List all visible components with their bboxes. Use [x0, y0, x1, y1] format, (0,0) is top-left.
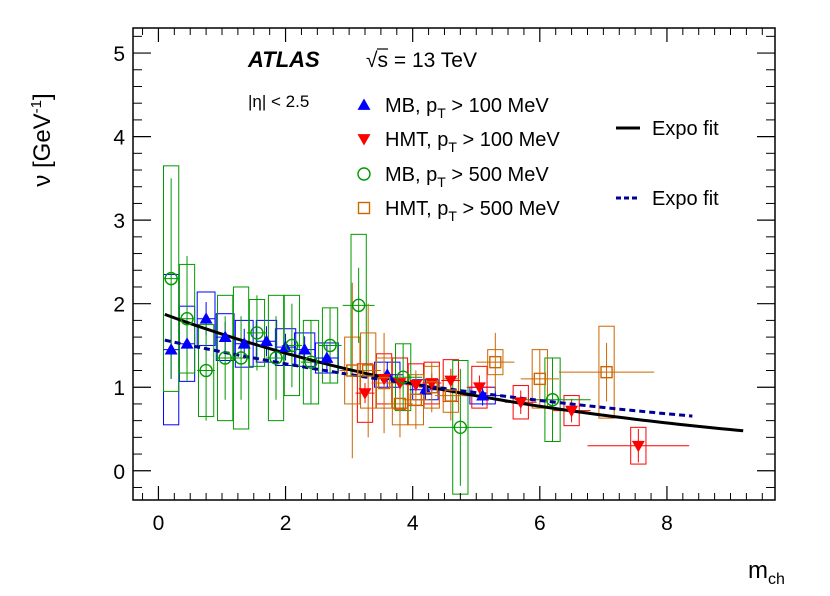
data-point	[218, 330, 232, 342]
fit-curve-dashed	[164, 338, 693, 418]
x-axis-title: mch	[748, 557, 785, 588]
fit-curves-layer	[164, 312, 744, 433]
data-point	[351, 298, 366, 313]
data-point	[514, 397, 528, 409]
legend: MB, pT > 100 MeV HMT, pT > 100 MeV MB, pT …	[357, 48, 719, 224]
y-tick-label: 5	[113, 43, 125, 66]
data-point	[409, 393, 423, 406]
data-point	[393, 397, 407, 411]
x-tick-label: 6	[534, 512, 546, 535]
x-tick-label: 4	[407, 512, 419, 535]
data-point	[377, 373, 391, 386]
data-point	[298, 343, 312, 355]
data-point	[259, 334, 273, 347]
data-point	[396, 370, 410, 384]
data-point	[361, 364, 375, 377]
y-axis-title: ν [GeV-1]	[28, 93, 56, 186]
data-point	[320, 351, 334, 363]
legend-fit-dashed-label: Expo fit	[652, 188, 719, 210]
data-point	[199, 363, 213, 378]
y-tick-label: 0	[113, 461, 125, 484]
y-tick-label: 3	[113, 210, 125, 233]
data-point	[545, 393, 560, 407]
data-point	[418, 383, 432, 395]
legend-marker	[357, 167, 371, 181]
data-point	[358, 388, 372, 400]
data-point	[164, 271, 178, 286]
data-point	[269, 351, 283, 365]
legend-label: MB, pT > 500 MeV	[385, 164, 549, 190]
data-point	[304, 355, 318, 369]
data-point	[476, 389, 490, 401]
data-point	[472, 382, 486, 394]
y-tick-label: 4	[113, 127, 125, 150]
data-point	[489, 355, 502, 369]
y-tick-label: 2	[113, 294, 125, 317]
legend-fit-solid-label: Expo fit	[652, 118, 719, 140]
x-tick-label: 2	[280, 512, 292, 535]
error-bars-layer	[163, 178, 690, 486]
legend-marker	[357, 98, 371, 110]
data-point	[234, 351, 248, 365]
experiment-label: ATLAS	[247, 47, 320, 72]
eta-cut-label: |η| < 2.5	[248, 92, 309, 111]
data-point	[199, 312, 213, 324]
axes-layer: 0 2 4 6 8 0 1 2 3 4 5	[113, 28, 775, 535]
data-point	[631, 440, 645, 453]
data-point	[453, 420, 468, 435]
data-point	[425, 378, 439, 390]
data-point	[409, 379, 423, 392]
markers-layer	[164, 271, 645, 453]
legend-marker	[357, 134, 371, 146]
plot-frame	[132, 27, 776, 501]
energy-label: √s = 13 TeV	[366, 49, 477, 72]
data-point	[600, 365, 613, 379]
data-point	[444, 375, 458, 388]
data-point	[565, 405, 579, 418]
data-point	[377, 376, 391, 390]
data-point	[218, 351, 232, 365]
fit-curve-solid	[164, 312, 744, 433]
data-point	[346, 364, 359, 377]
y-tick-label: 1	[113, 377, 125, 400]
x-tick-label: 8	[661, 512, 673, 535]
data-point	[237, 337, 251, 349]
data-point	[180, 312, 194, 326]
data-point	[444, 389, 458, 402]
data-point	[323, 338, 337, 353]
legend-label: HMT, pT > 100 MeV	[385, 129, 560, 155]
legend-label: MB, pT > 100 MeV	[385, 95, 549, 121]
data-point	[533, 372, 547, 386]
data-point	[393, 378, 407, 390]
data-point	[180, 337, 194, 349]
x-tick-label: 0	[153, 512, 165, 535]
data-point	[285, 338, 299, 353]
data-point	[250, 326, 264, 340]
legend-label: HMT, pT > 500 MeV	[385, 198, 560, 224]
data-point	[164, 343, 178, 355]
legend-marker	[357, 201, 371, 215]
data-point	[425, 381, 438, 394]
